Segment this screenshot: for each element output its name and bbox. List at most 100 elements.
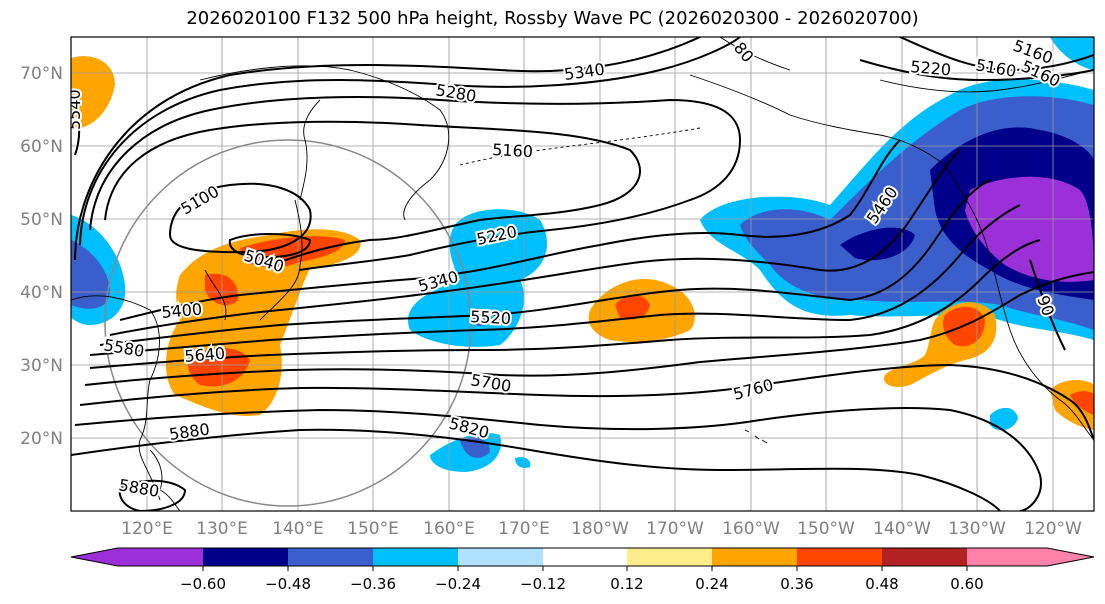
colorbar-segment (118, 548, 203, 566)
colorbar-segment (543, 548, 627, 566)
latitude-labels: 70°N 60°N 50°N 40°N 30°N 20°N (20, 64, 63, 449)
contour-label: 5540 (65, 89, 84, 130)
colorbar-tick-label: 0.12 (610, 575, 643, 593)
contour-5880 (71, 428, 1001, 511)
lon-label: 120°W (1024, 519, 1082, 539)
colorbar-segment (71, 548, 118, 566)
hawaii-islands (744, 429, 768, 444)
lon-label: 120°E (121, 519, 173, 539)
contour-label: 5880 (117, 475, 160, 501)
colorbar-segment (627, 548, 712, 566)
japan-anomaly-red (188, 236, 345, 387)
lon-label: 150°W (797, 519, 855, 539)
colorbar-segment (797, 548, 882, 566)
lon-label: 130°W (948, 519, 1006, 539)
lat-label: 20°N (20, 429, 63, 449)
colorbar-ticks (202, 566, 968, 571)
south-anomaly-small (515, 457, 531, 468)
contour-5820 (74, 407, 1042, 511)
contour-5760 (79, 363, 1094, 441)
colorbar-tick-label: −0.24 (435, 575, 481, 593)
figure-title: 2026020100 F132 500 hPa height, Rossby W… (186, 8, 919, 29)
height-contours (71, 37, 1094, 511)
contour-5580 (89, 204, 1021, 356)
contour-label: 5760 (731, 375, 775, 404)
colorbar-tick-label: −0.60 (180, 575, 226, 593)
east-anomaly-small (990, 407, 1018, 431)
colorbar-tick-label: 0.24 (695, 575, 728, 593)
lat-label: 50°N (20, 210, 63, 230)
philippines (149, 449, 181, 511)
contour-label: 5220 (910, 57, 952, 79)
okhotsk-coast (199, 65, 450, 221)
central-pacific-anomaly-medium (470, 308, 488, 326)
colorbar-segment (1047, 548, 1094, 566)
contour-5880-closed (118, 479, 187, 511)
contour-5700 (84, 271, 1094, 386)
contour-5460 (109, 149, 961, 336)
colorbar-tick-label: −0.48 (265, 575, 311, 593)
lon-label: 170°W (646, 519, 704, 539)
lon-label: 150°E (347, 519, 399, 539)
coastlines (71, 37, 1094, 511)
korea-japan-coast (204, 199, 303, 321)
contour-label: 5880 (168, 419, 211, 443)
contour-label: 80 (730, 38, 758, 66)
contour-label: 5640 (184, 344, 226, 366)
colorbar-segment (203, 548, 288, 566)
west-anomaly-medium (71, 240, 110, 309)
aleutian-chain (459, 127, 701, 166)
contour-5100-closed (168, 182, 312, 254)
highlight-circle (104, 139, 472, 507)
colorbar-tick-label: −0.36 (350, 575, 396, 593)
contour-5340 (74, 37, 701, 261)
colorbar: −0.60 −0.48 −0.36 −0.24 −0.12 0.12 0.24 … (70, 547, 1095, 593)
map-area: 5160 5220 5160 5340 5280 5540 5160 5100 … (65, 37, 1094, 511)
colorbar-tick-label: 0.48 (865, 575, 898, 593)
north-america-coast (944, 164, 1094, 441)
colorbar-tick-label: 0.36 (780, 575, 813, 593)
map-frame (70, 36, 1095, 512)
contour-label: 5280 (434, 80, 477, 106)
contour-5220 (89, 96, 742, 271)
contour-5220-ne (859, 59, 1094, 82)
lon-label: 140°E (272, 519, 324, 539)
contour-label: 5520 (470, 307, 512, 328)
contour-label: 5100 (178, 182, 223, 219)
lon-label: 160°E (423, 519, 475, 539)
colorbar-tick-labels: −0.60 −0.48 −0.36 −0.24 −0.12 0.12 0.24 … (180, 575, 984, 593)
contour-5160-ne (899, 37, 1094, 72)
lon-label: 160°W (722, 519, 780, 539)
arctic-anomaly (1050, 37, 1094, 70)
contour-5400 (119, 139, 901, 321)
central-anomaly-red (615, 295, 650, 320)
lat-label: 40°N (20, 283, 63, 303)
alaska-coast (689, 74, 946, 166)
contour-5640 (89, 239, 1041, 369)
colorbar-segment (458, 548, 543, 566)
lon-label: 170°E (498, 519, 550, 539)
contour-lower-right (1029, 259, 1066, 351)
contour-5540-edge (71, 94, 81, 156)
colorbar-segment (288, 548, 373, 566)
lat-label: 70°N (20, 64, 63, 84)
kamchatka-anomaly (71, 56, 115, 128)
contour-5520 (99, 179, 991, 346)
contour-5040-closed (228, 233, 312, 259)
colorbar-outline (70, 547, 1095, 567)
lat-label: 60°N (20, 137, 63, 157)
colorbar-segment (712, 548, 797, 566)
lon-label: 130°E (196, 519, 248, 539)
east-asia-coast (71, 295, 161, 501)
lon-label: 140°W (873, 519, 931, 539)
ne-pacific-anomaly-min (965, 176, 1094, 282)
longitude-labels: 120°E 130°E 140°E 150°E 160°E 170°E 180°… (121, 519, 1082, 539)
arctic-coast (719, 37, 1094, 93)
contour-label: 5580 (102, 335, 145, 361)
colorbar-tick-label: 0.60 (950, 575, 983, 593)
contour-label: 5400 (161, 300, 203, 322)
sakhalin-coast (299, 99, 321, 201)
contour-label: 5160 (974, 55, 1017, 81)
